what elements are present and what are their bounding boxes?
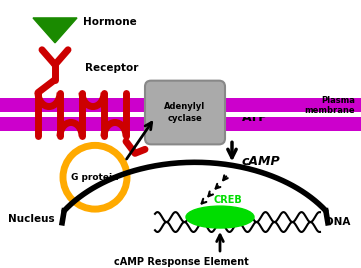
Bar [0, 117, 361, 131]
FancyBboxPatch shape [145, 81, 225, 144]
Bar [0, 111, 361, 117]
Text: Hormone: Hormone [83, 17, 137, 27]
Text: DNA: DNA [325, 217, 351, 227]
Ellipse shape [186, 206, 254, 228]
Text: Plasma
membrane: Plasma membrane [304, 96, 355, 115]
Text: ATP: ATP [242, 111, 268, 124]
Bar [0, 98, 361, 111]
Text: G protein: G protein [71, 173, 119, 182]
Text: Adenylyl
cyclase: Adenylyl cyclase [164, 102, 206, 122]
Text: cAMP: cAMP [242, 155, 280, 168]
Polygon shape [33, 18, 77, 43]
Text: cAMP Response Element: cAMP Response Element [114, 257, 248, 267]
Text: Receptor: Receptor [85, 63, 138, 73]
Text: CREB: CREB [214, 195, 242, 205]
Text: Nucleus: Nucleus [8, 214, 55, 224]
